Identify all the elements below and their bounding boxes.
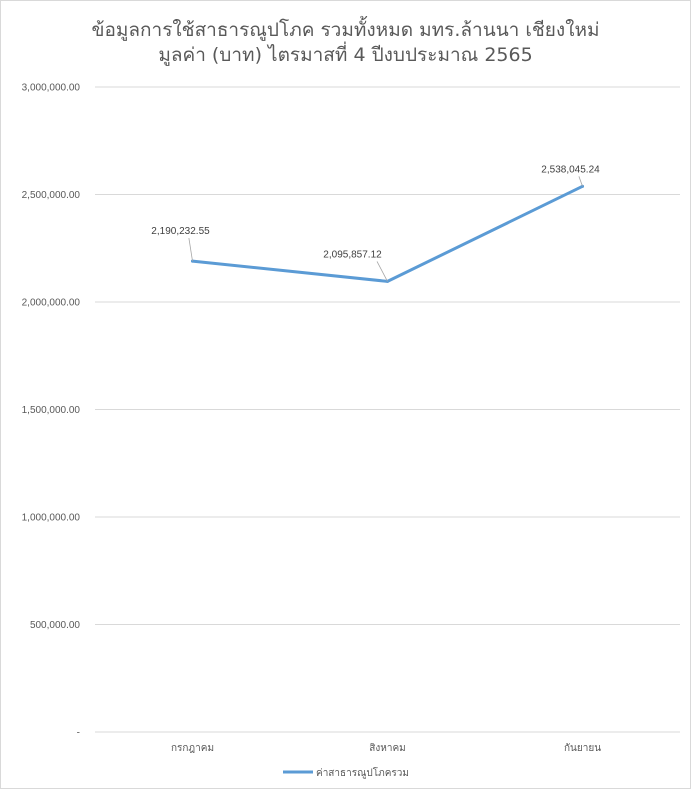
legend: ค่าสาธารณูปโภครวม	[283, 766, 409, 779]
chart-title-line-1: ข้อมูลการใช้สาธารณูปโภค รวมทั้งหมด มทร.ล…	[91, 19, 600, 41]
leader-line	[578, 176, 583, 187]
y-tick-label: 1,500,000.00	[22, 405, 81, 416]
y-tick-label: 2,000,000.00	[22, 298, 81, 309]
leader-line	[188, 238, 193, 262]
x-axis: กรกฎาคม สิงหาคม กันยายน	[95, 731, 680, 754]
data-label: 2,190,232.55	[151, 226, 210, 237]
leader-line	[376, 261, 388, 282]
y-tick-label: 3,000,000.00	[22, 83, 81, 94]
y-tick-label: 1,000,000.00	[22, 513, 81, 524]
series-layer	[191, 184, 584, 283]
x-tick-label: กรกฎาคม	[171, 743, 214, 754]
data-label: 2,538,045.24	[541, 164, 600, 175]
y-tick-label: -	[77, 728, 80, 739]
y-tick-label: 2,500,000.00	[22, 190, 81, 201]
gridlines	[95, 86, 680, 625]
y-axis-tick-labels: - 500,000.00 1,000,000.00 1,500,000.00 2,000…	[22, 83, 81, 739]
data-label: 2,095,857.12	[323, 249, 382, 260]
series-line	[191, 184, 584, 283]
y-tick-label: 500,000.00	[30, 620, 80, 631]
data-labels: 2,190,232.55 2,095,857.12 2,538,045.24	[151, 164, 600, 282]
x-tick-label: กันยายน	[564, 743, 601, 754]
chart-title: ข้อมูลการใช้สาธารณูปโภค รวมทั้งหมด มทร.ล…	[0, 18, 691, 68]
x-tick-label: สิงหาคม	[369, 743, 405, 754]
chart-title-line-2: มูลค่า (บาท) ไตรมาสที่ 4 ปีงบประมาณ 2565	[158, 44, 533, 66]
legend-label: ค่าสาธารณูปโภครวม	[316, 766, 409, 779]
